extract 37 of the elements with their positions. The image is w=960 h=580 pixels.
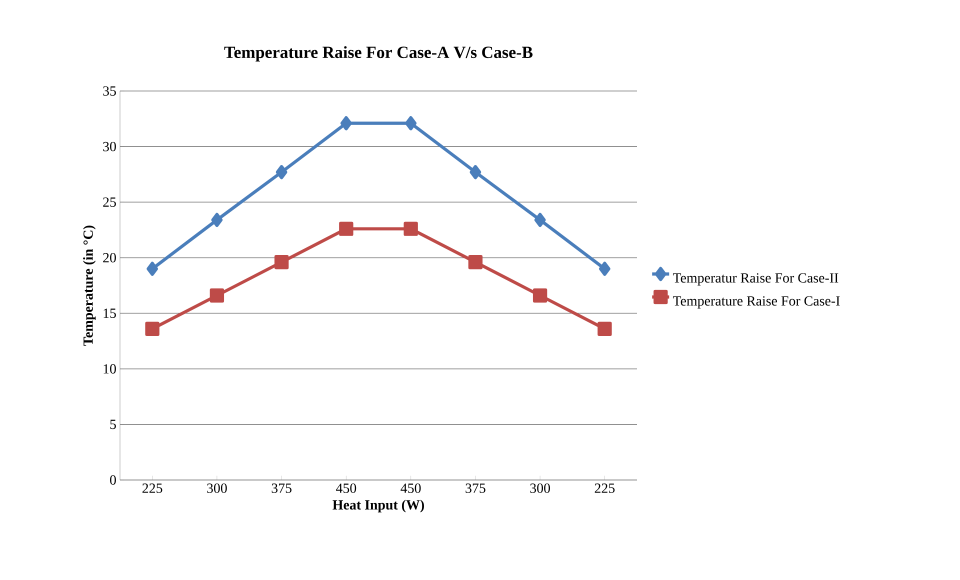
point — [598, 262, 610, 276]
x-tick-label: 300 — [207, 484, 227, 493]
y-tick-label: 5 — [110, 420, 116, 430]
point — [468, 255, 483, 270]
y-axis-title: Temperature (in °C) — [83, 226, 96, 346]
y-tick-label: 15 — [104, 308, 116, 318]
point — [276, 165, 288, 180]
y-tick-label: 0 — [110, 475, 116, 485]
point — [470, 165, 482, 180]
x-axis-title: Heat Input (W) — [332, 500, 424, 512]
y-tick-label: 30 — [103, 142, 116, 152]
point — [404, 222, 418, 236]
legend-label: Temperatur Raise For Case-II — [672, 273, 838, 286]
point — [598, 322, 612, 336]
point — [210, 288, 224, 303]
legend-label: Temperature Raise For Case-I — [672, 296, 840, 308]
point — [146, 262, 158, 276]
point — [339, 222, 354, 236]
point — [405, 116, 417, 130]
x-tick-label: 375 — [272, 484, 292, 493]
x-tick-label: 225 — [142, 484, 162, 493]
y-tick-label: 35 — [103, 86, 116, 96]
chart-title: Temperature Raise For Case-A V/s Case-B — [224, 46, 533, 62]
x-tick-label: 450 — [400, 484, 421, 493]
point — [534, 212, 546, 228]
y-tick-label: 25 — [103, 197, 116, 207]
x-tick-label: 375 — [466, 484, 486, 493]
point — [145, 322, 160, 336]
x-tick-label: 300 — [530, 484, 550, 493]
y-tick-label: 20 — [103, 253, 116, 262]
point — [532, 288, 548, 303]
y-tick-label: 10 — [104, 364, 116, 374]
x-tick-label: 450 — [336, 484, 356, 493]
point — [211, 212, 223, 228]
point — [340, 116, 352, 130]
point — [274, 255, 289, 270]
x-tick-label: 225 — [594, 484, 615, 493]
